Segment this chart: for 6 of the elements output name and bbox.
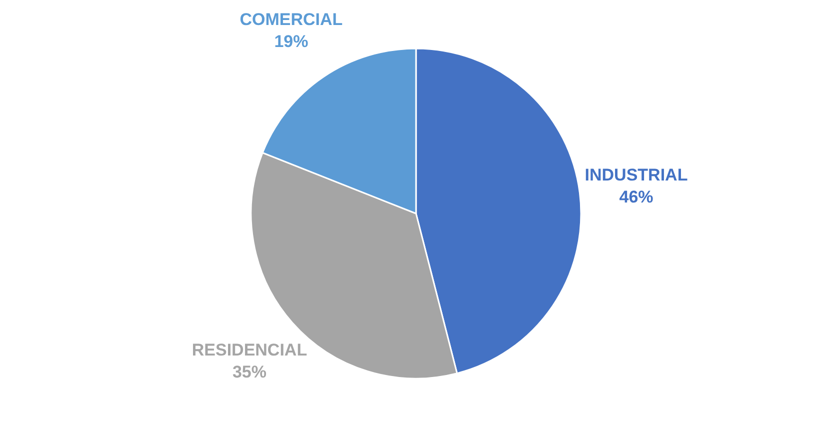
data-label: 35%	[232, 362, 266, 382]
slice-label: COMERCIAL	[240, 10, 343, 29]
slice-label: INDUSTRIAL	[584, 166, 688, 185]
data-label: 19%	[274, 32, 308, 51]
slice-label: RESIDENCIAL	[192, 340, 308, 360]
data-label: 46%	[619, 188, 654, 207]
